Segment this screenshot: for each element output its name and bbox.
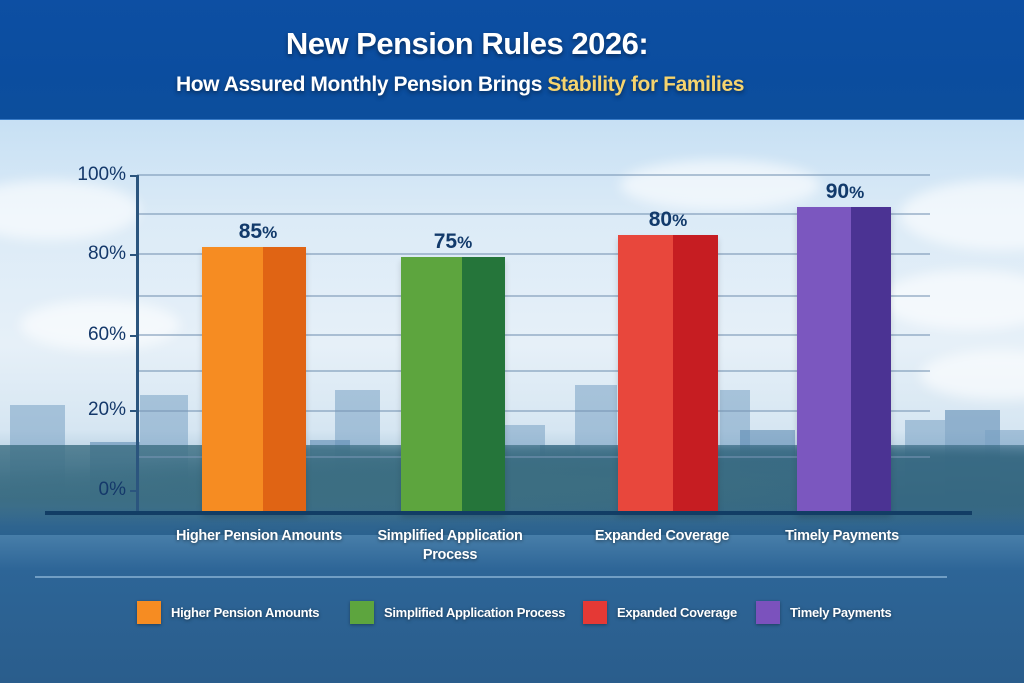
cloud-decoration [880, 270, 1024, 330]
y-tick [130, 175, 138, 177]
cloud-decoration [20, 300, 180, 350]
y-tick [130, 335, 138, 337]
grid-line [137, 295, 930, 297]
cloud-decoration [900, 180, 1024, 250]
x-axis-label: Expanded Coverage [594, 528, 730, 544]
legend-swatch [137, 601, 161, 624]
bar-face-dark [263, 247, 306, 513]
legend-swatch [756, 601, 780, 624]
legend-item-expanded-coverage: Expanded Coverage [583, 601, 737, 624]
legend-swatch [350, 601, 374, 624]
bar-higher-pension-amounts [202, 247, 306, 513]
bar-value-label: 80% [648, 208, 688, 231]
legend-label: Timely Payments [790, 605, 892, 620]
grid-line [137, 253, 930, 255]
x-axis-label: Higher Pension Amounts [175, 528, 343, 544]
legend-item-timely-payments: Timely Payments [756, 601, 892, 624]
bar-face-light [618, 235, 673, 513]
y-tick-label: 20% [87, 399, 126, 420]
bar-simplified-application-process [401, 257, 505, 513]
bar-value-label: 75% [433, 230, 473, 253]
y-tick-label: 100% [77, 164, 126, 185]
bar-face-dark [462, 257, 505, 513]
bar-expanded-coverage [618, 235, 718, 513]
y-axis-line [136, 175, 139, 513]
cloud-decoration [620, 160, 820, 210]
y-tick [130, 254, 138, 256]
cloud-decoration [920, 350, 1024, 400]
x-axis-label: Timely Payments [785, 528, 899, 544]
y-tick-label: 80% [87, 243, 126, 264]
bar-face-light [202, 247, 263, 513]
y-tick [130, 490, 138, 492]
grid-line [137, 334, 930, 336]
y-tick-label: 60% [87, 324, 126, 345]
x-axis-baseline [45, 511, 972, 515]
chart-title: New Pension Rules 2026: [285, 26, 649, 61]
legend-divider [35, 576, 947, 578]
bar-timely-payments [797, 207, 891, 513]
chart-subtitle: How Assured Monthly Pension Brings Stabi… [0, 73, 920, 97]
legend-label: Simplified Application Process [384, 605, 566, 620]
legend-label: Higher Pension Amounts [171, 605, 320, 620]
cloud-decoration [0, 180, 140, 240]
y-tick [130, 410, 138, 412]
bar-value-label: 90% [825, 180, 865, 203]
grid-line [137, 174, 930, 176]
grid-line [137, 456, 930, 458]
subtitle-main: How Assured Monthly Pension Brings [175, 73, 548, 96]
legend-item-higher-pension-amounts: Higher Pension Amounts [137, 601, 320, 624]
y-tick-label: 0% [98, 479, 126, 500]
grid-line [137, 370, 930, 372]
bar-face-light [401, 257, 462, 513]
grid-line [137, 213, 930, 215]
legend-swatch [583, 601, 607, 624]
bar-face-dark [851, 207, 891, 513]
bar-face-light [797, 207, 851, 513]
subtitle-highlight: Stability for Families [547, 73, 745, 96]
header-banner: New Pension Rules 2026: How Assured Mont… [0, 0, 1024, 120]
grid-line [137, 410, 930, 412]
x-axis-label: Simplified Application Process [377, 528, 523, 563]
legend-label: Expanded Coverage [617, 605, 737, 620]
bar-value-label: 85% [238, 220, 278, 243]
legend-item-simplified-application-process: Simplified Application Process [350, 601, 566, 624]
bar-face-dark [673, 235, 718, 513]
